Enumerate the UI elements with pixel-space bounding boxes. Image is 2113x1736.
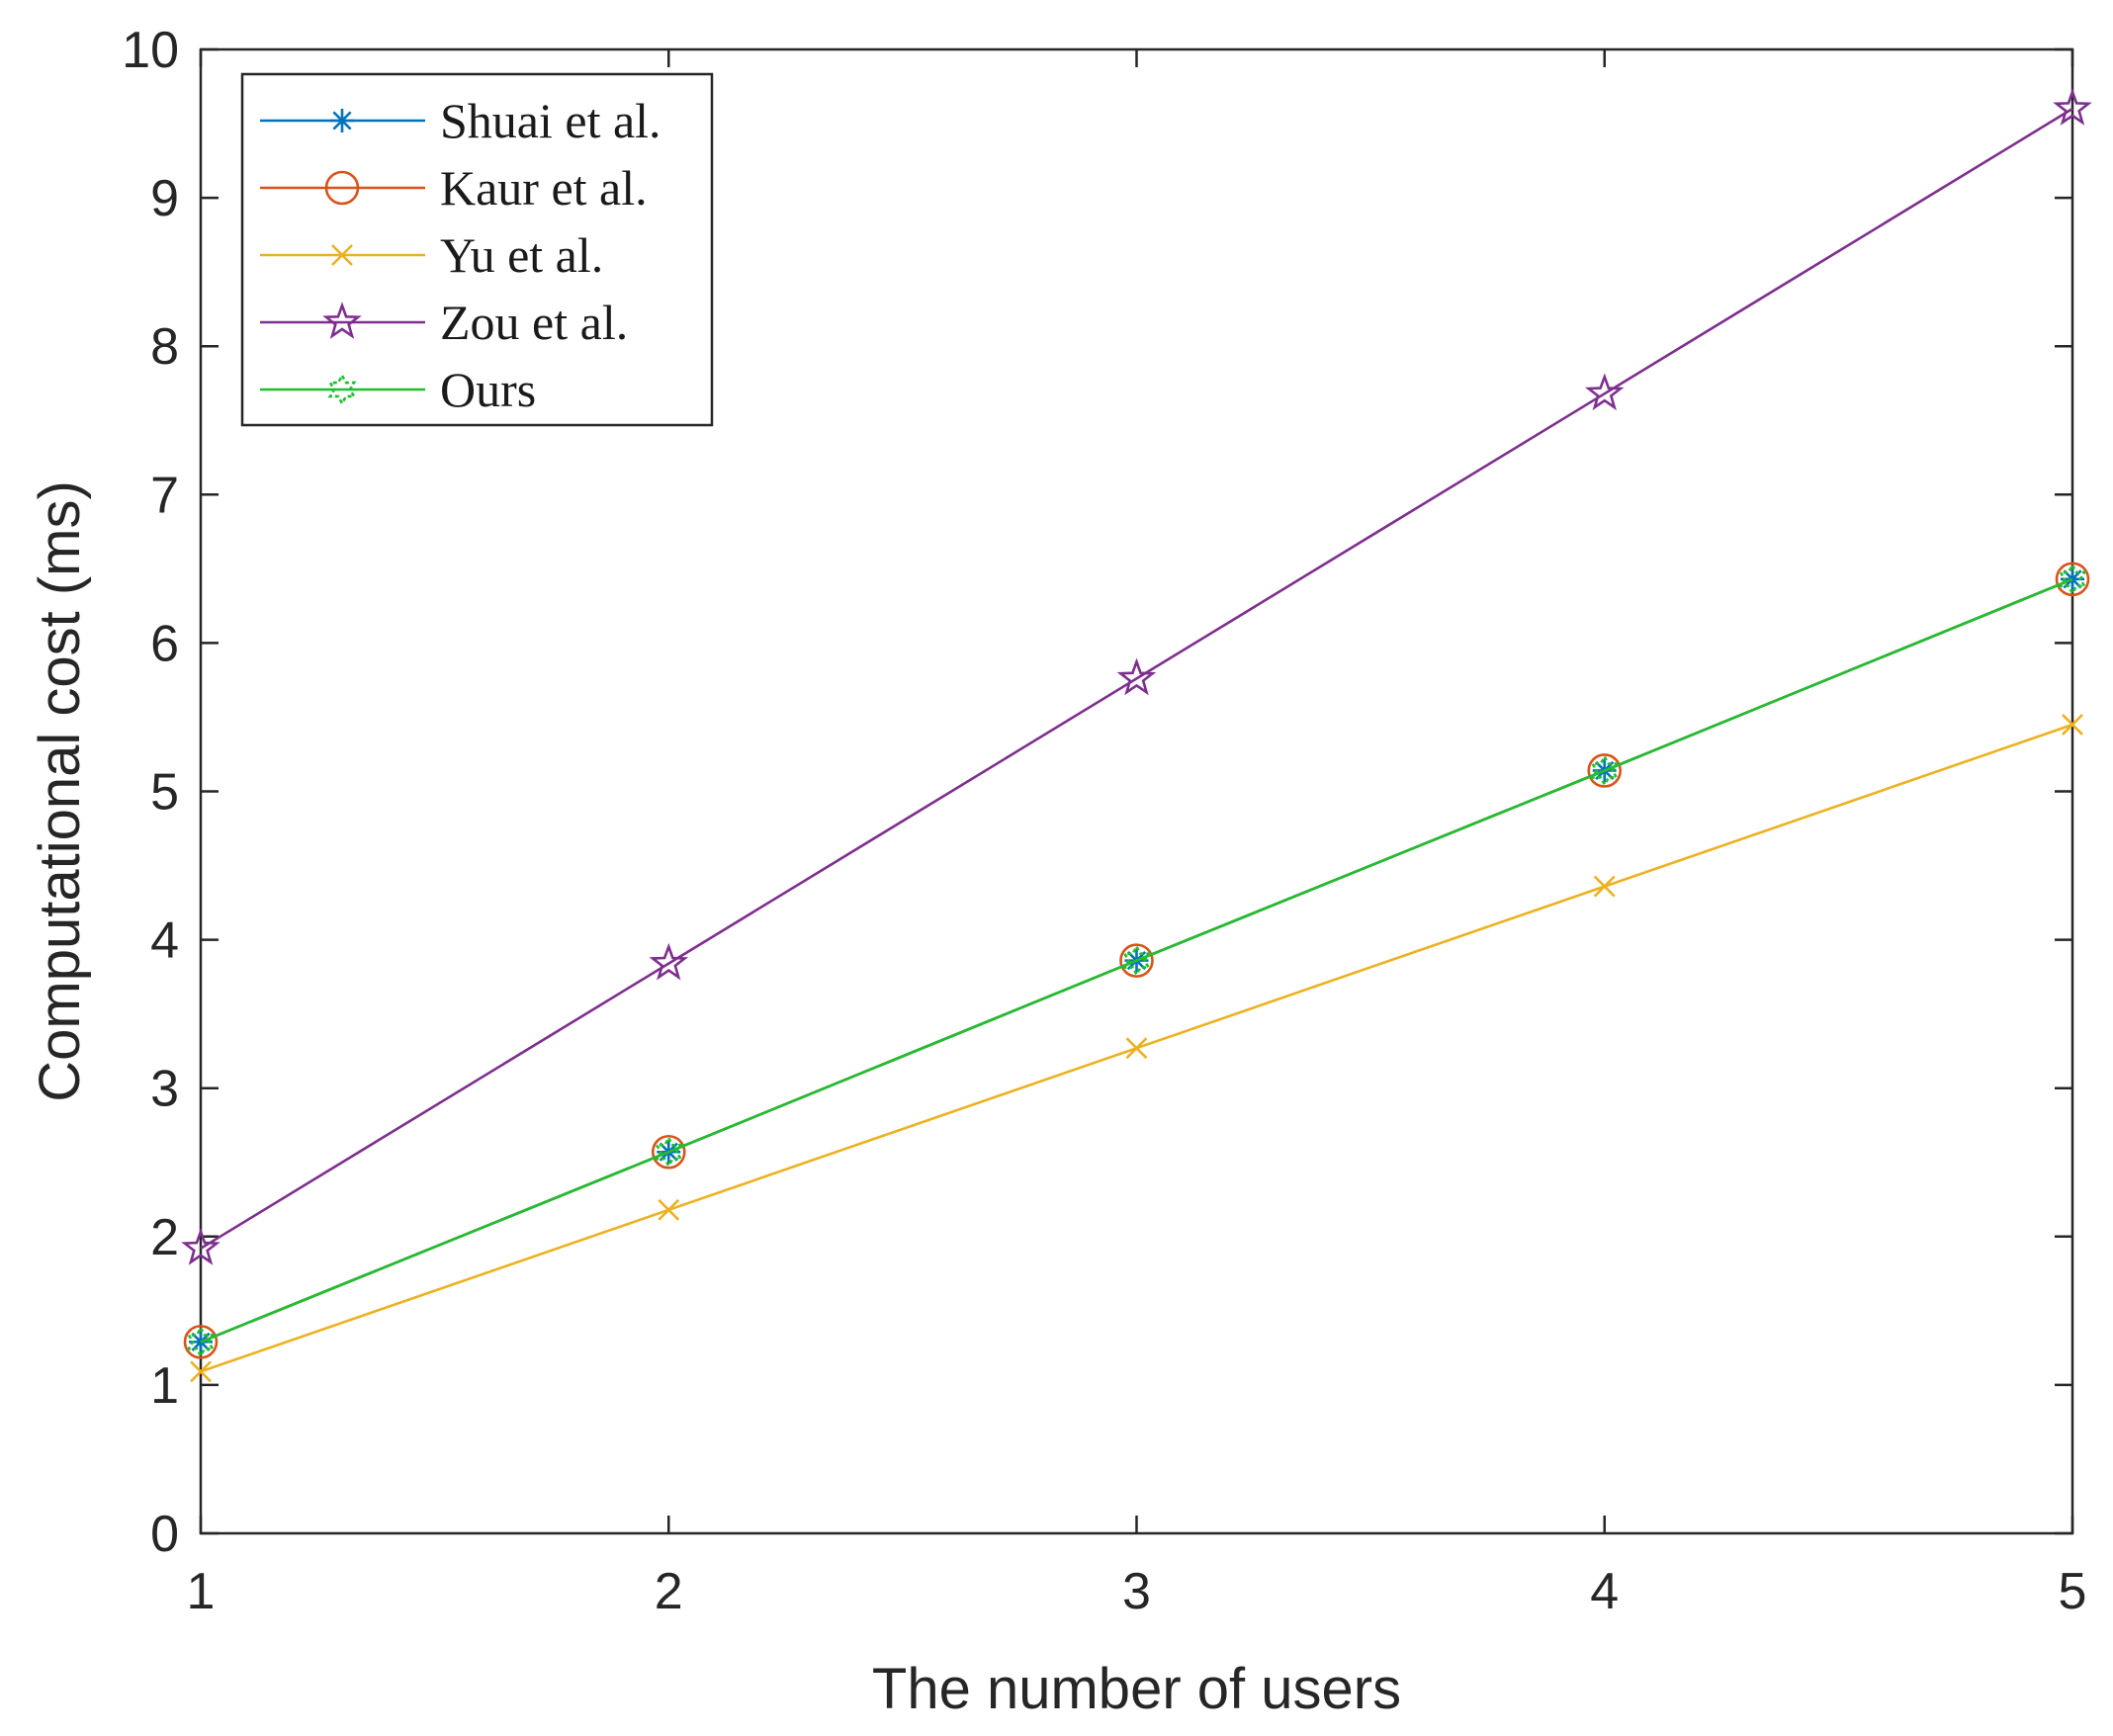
data-point-ours: [654, 1135, 683, 1169]
data-point-zou-et-al: [1116, 657, 1157, 696]
legend-marker: [322, 302, 362, 339]
data-point-ours: [186, 1325, 216, 1359]
data-point-yu-et-al: [658, 1198, 680, 1221]
series-line-ours: [200, 577, 2073, 1344]
data-point-yu-et-al: [1125, 1037, 1148, 1060]
y-tick-label: 6: [150, 615, 179, 672]
x-tick-label: 3: [1122, 1563, 1151, 1620]
legend-item-yu-et-al: Yu et al.: [260, 227, 603, 283]
legend: Shuai et al. Kaur et al. Yu et al. Zou et a…: [240, 72, 714, 427]
legend-label: Yu et al.: [440, 227, 603, 283]
x-tick-label: 2: [655, 1563, 683, 1620]
data-point-kaur-et-al: [2055, 562, 2090, 597]
data-point-yu-et-al: [1593, 875, 1616, 898]
legend-box: [240, 72, 714, 427]
y-tick-label: 1: [150, 1357, 179, 1415]
data-point-zou-et-al: [1584, 373, 1625, 411]
x-tick-label: 5: [2059, 1563, 2087, 1620]
legend-item-ours: Ours: [260, 362, 536, 417]
series-group: [181, 88, 2092, 1383]
data-point-kaur-et-al: [1587, 753, 1623, 788]
series-line-zou-et-al: [200, 107, 2073, 1250]
series-zou-et-al: [181, 88, 2092, 1265]
legend-marker: [327, 373, 357, 406]
y-tick-label: 4: [150, 912, 179, 970]
data-point-kaur-et-al: [1119, 943, 1154, 978]
legend-label: Zou et al.: [440, 295, 628, 350]
legend-label: Kaur et al.: [440, 160, 648, 216]
series-yu-et-al: [190, 714, 2083, 1383]
legend-item-shuai-et-al: Shuai et al.: [260, 93, 661, 148]
y-tick-label: 9: [150, 170, 179, 227]
legend-label: Shuai et al.: [440, 93, 661, 148]
data-point-ours: [2058, 563, 2087, 596]
legend-marker: [331, 244, 353, 266]
series-ours: [186, 563, 2087, 1359]
data-point-ours: [1122, 943, 1151, 978]
y-tick-label: 5: [150, 764, 179, 822]
x-axis-label: The number of users: [872, 1657, 1401, 1721]
y-tick-label: 0: [150, 1506, 179, 1563]
legend-item-zou-et-al: Zou et al.: [260, 295, 628, 350]
data-point-yu-et-al: [190, 1360, 212, 1383]
data-point-yu-et-al: [2062, 714, 2083, 736]
y-axis-label: Computational cost (ms): [28, 480, 92, 1102]
x-tick-label: 1: [187, 1563, 216, 1620]
data-point-kaur-et-al: [651, 1134, 686, 1170]
y-tick-label: 2: [150, 1209, 179, 1266]
legend-label: Ours: [440, 362, 536, 417]
legend-marker: [324, 170, 360, 206]
legend-item-kaur-et-al: Kaur et al.: [260, 160, 648, 216]
legend-marker: [330, 109, 354, 132]
y-tick-label: 7: [150, 467, 179, 524]
y-tick-label: 10: [122, 22, 179, 79]
data-point-ours: [1590, 753, 1620, 788]
data-point-zou-et-al: [649, 942, 689, 981]
data-point-zou-et-al: [181, 1227, 220, 1265]
data-point-zou-et-al: [2053, 88, 2092, 126]
x-tick-label: 4: [1590, 1563, 1619, 1620]
y-tick-label: 8: [150, 318, 179, 376]
data-point-kaur-et-al: [183, 1325, 219, 1359]
y-tick-label: 3: [150, 1061, 179, 1118]
